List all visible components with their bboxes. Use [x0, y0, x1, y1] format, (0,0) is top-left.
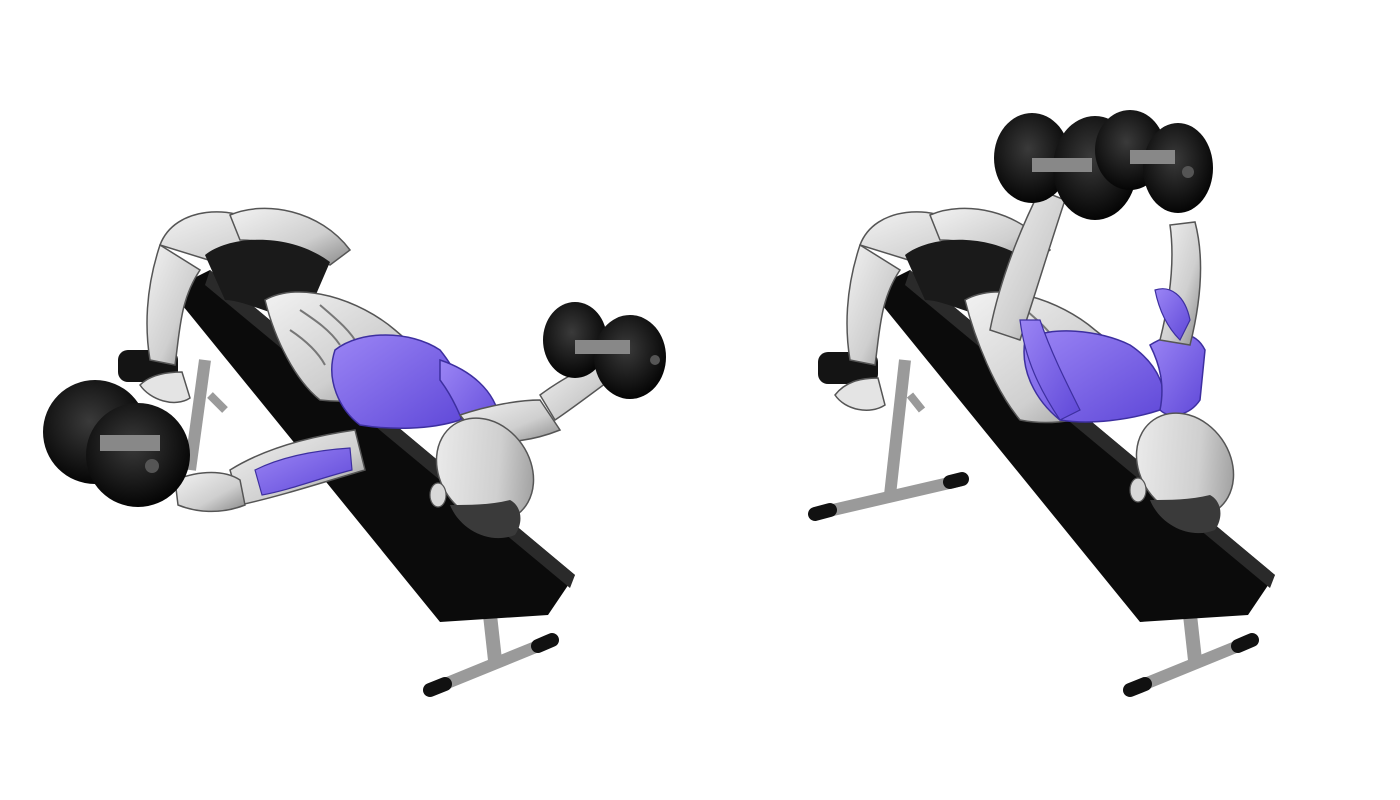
- bench-frame: [808, 352, 1259, 697]
- start-position-figure: [43, 207, 666, 697]
- head: [429, 417, 535, 539]
- end-position-figure: [700, 0, 1400, 800]
- right-arm: [1154, 221, 1202, 346]
- dumbbell-left: [43, 380, 190, 507]
- start-position-drawing: [43, 207, 666, 697]
- dumbbell-right: [1095, 110, 1213, 213]
- chest-muscle-highlight: [331, 334, 465, 429]
- dumbbell-right: [543, 302, 666, 399]
- left-arm: [174, 429, 366, 513]
- bench-frame: [118, 350, 559, 697]
- head: [1129, 412, 1235, 534]
- left-arm: [989, 189, 1081, 421]
- end-position-drawing: [808, 110, 1275, 697]
